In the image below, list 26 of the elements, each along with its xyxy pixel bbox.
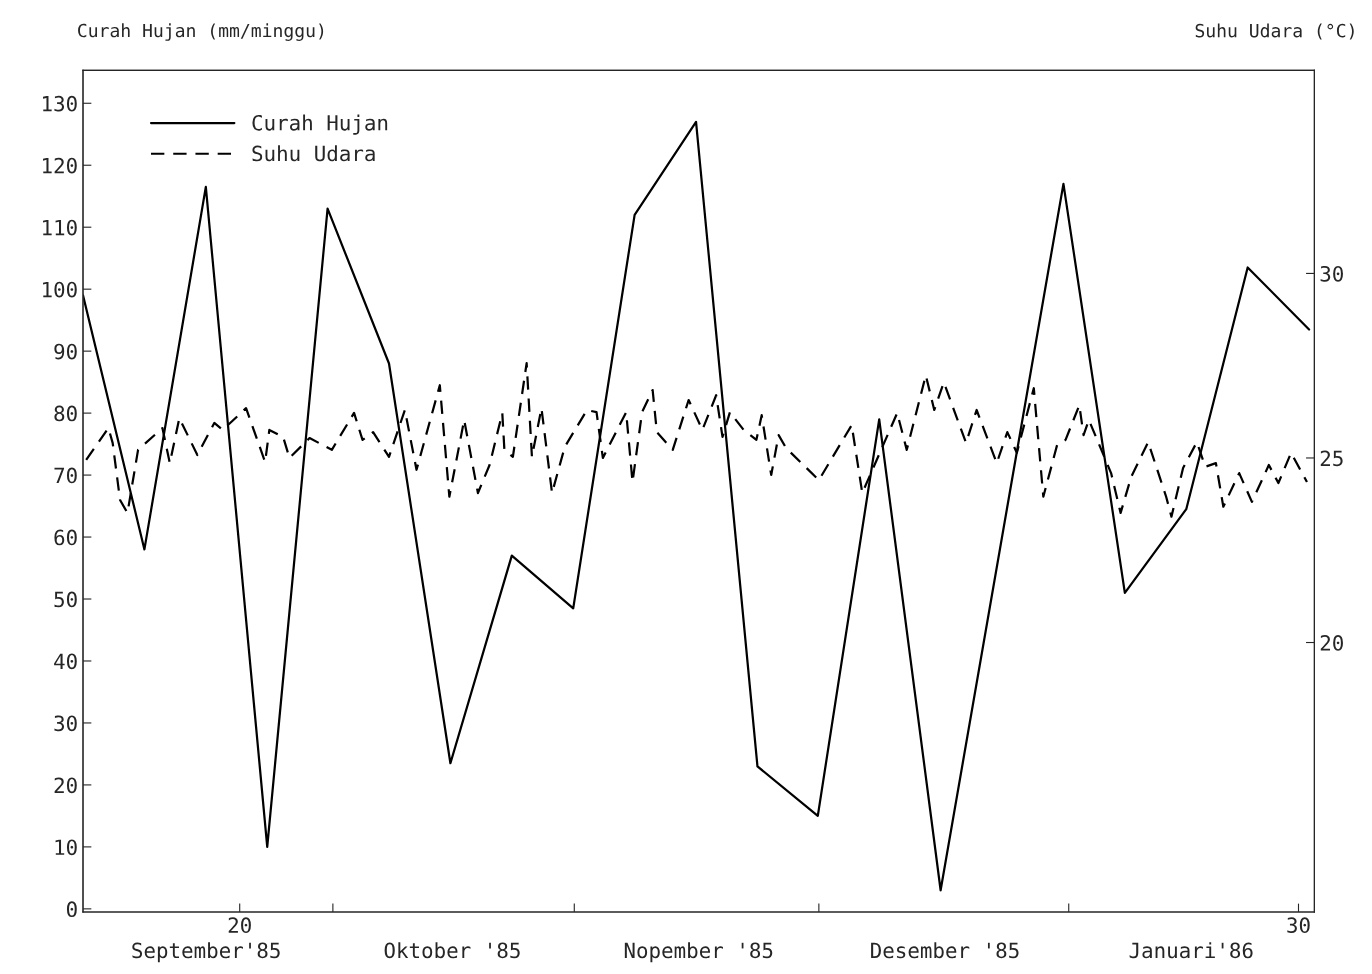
y-tick-label: 30 xyxy=(54,715,77,732)
y-axis-title: Curah Hujan (mm/minggu) xyxy=(78,23,324,41)
y-tick-label: 90 xyxy=(54,343,77,360)
y-tick-label: 20 xyxy=(54,777,77,794)
y-tick-label: 10 xyxy=(55,839,77,856)
y2-tick-label: 30 xyxy=(1320,265,1343,282)
y2-axis-title: Suhu Udara (°C) xyxy=(1195,23,1354,40)
text: Desember '85 xyxy=(871,942,1019,959)
y-tick-label: 80 xyxy=(54,405,77,422)
y-tick-label: 60 xyxy=(54,529,77,546)
y-tick-label: 50 xyxy=(54,591,77,608)
text: Januari'86 xyxy=(1129,942,1253,959)
text: Nopember '85 xyxy=(624,942,773,963)
text: Oktober '85 xyxy=(384,942,520,959)
y-tick-label: 0 xyxy=(66,901,77,918)
y-tick-label: 120 xyxy=(43,157,77,174)
y-tick-label: 40 xyxy=(54,653,77,670)
y-tick-label: 130 xyxy=(43,95,77,112)
y-tick-label: 110 xyxy=(43,219,77,236)
text: September'85 xyxy=(132,942,280,963)
y-tick-label: 100 xyxy=(43,281,77,298)
legend-label: Suhu Udara xyxy=(252,145,375,162)
y2-tick-label: 25 xyxy=(1320,450,1343,467)
y-tick-label: 70 xyxy=(54,467,77,484)
y2-tick-label: 20 xyxy=(1320,635,1343,651)
legend-label: Curah Hujan xyxy=(252,114,388,135)
